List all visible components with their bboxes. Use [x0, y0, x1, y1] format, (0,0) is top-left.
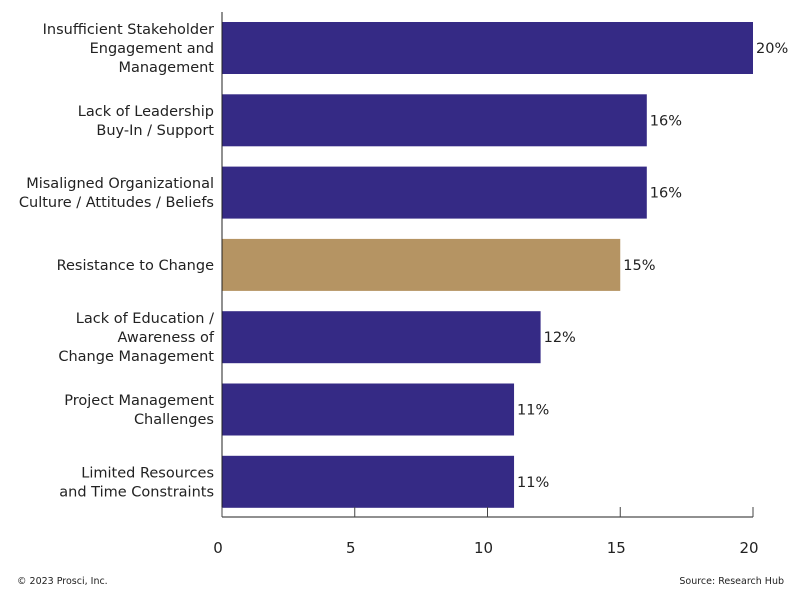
data-label: 16%: [650, 113, 682, 129]
copyright-text: © 2023 Prosci, Inc.: [17, 576, 108, 587]
category-label: Lack of Education / Awareness of Change Ma…: [58, 311, 215, 365]
category-label: Misaligned Organizational Culture / Attit…: [19, 176, 214, 211]
data-label: 15%: [623, 258, 655, 274]
bar: [222, 238, 621, 291]
category-label: Lack of Leadership Buy-In / Support: [78, 104, 215, 139]
category-label: Insufficient Stakeholder Engagement and Ma…: [43, 22, 215, 76]
category-label: Resistance to Change: [57, 258, 215, 274]
bar: [222, 383, 515, 436]
bar: [222, 22, 753, 74]
x-tick-label: 0: [213, 539, 223, 557]
bar: [222, 455, 515, 508]
category-label: Limited Resources and Time Constraints: [59, 465, 214, 500]
bar: [222, 94, 647, 147]
bar: [222, 311, 541, 364]
source-text: Source: Research Hub: [679, 576, 784, 587]
x-tick-label: 5: [346, 539, 356, 557]
x-tick-label: 15: [607, 539, 626, 557]
x-tick-label: 20: [739, 539, 758, 557]
x-tick-label: 10: [474, 539, 493, 557]
data-label: 12%: [544, 330, 576, 346]
data-label: 11%: [517, 403, 549, 419]
bar: [222, 166, 647, 219]
category-label: Project Management Challenges: [64, 393, 214, 428]
data-label: 16%: [650, 186, 682, 202]
data-label: 11%: [517, 475, 549, 491]
data-label: 20%: [756, 41, 788, 57]
